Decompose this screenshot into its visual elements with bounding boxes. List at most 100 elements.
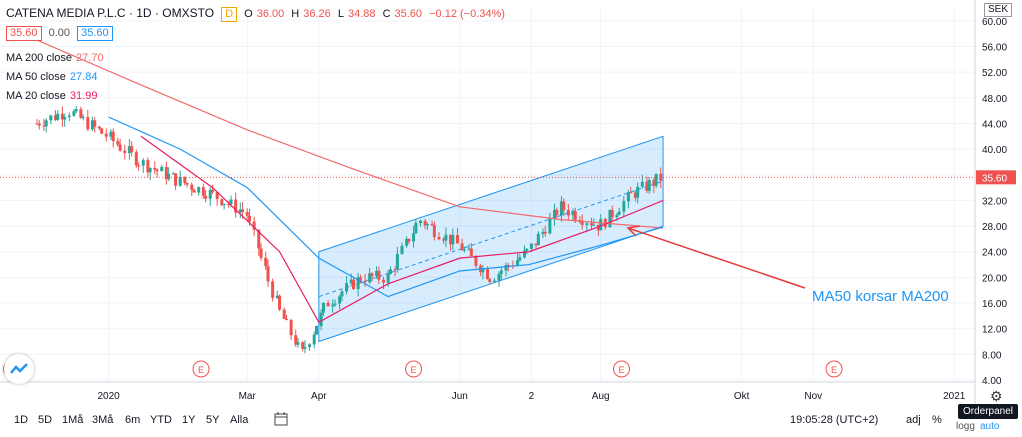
- tradingview-logo[interactable]: [4, 354, 34, 384]
- candle-body: [118, 144, 122, 151]
- candle-body: [211, 189, 215, 192]
- x-tick-label: Okt: [734, 391, 750, 402]
- candle-body: [455, 235, 459, 244]
- candle-body: [257, 229, 261, 249]
- x-tick-label: 2020: [97, 391, 120, 402]
- ohlc-c-value: 35.60: [394, 8, 423, 20]
- x-tick-label: Jun: [452, 391, 468, 402]
- y-tick-label: 60.00: [982, 17, 1007, 28]
- candle-body: [74, 109, 78, 112]
- candle-body: [333, 303, 337, 305]
- log-toggle[interactable]: logg: [956, 421, 975, 432]
- y-tick-label: 32.00: [982, 196, 1007, 207]
- range-1y[interactable]: 1Y: [182, 414, 196, 426]
- candle-body: [294, 335, 298, 345]
- range-1d[interactable]: 1D: [14, 414, 29, 426]
- range-1m[interactable]: 1Må: [62, 414, 84, 426]
- candle-body: [42, 125, 46, 127]
- ma200-label: MA 200 close: [6, 52, 73, 64]
- y-tick-label: 4.00: [982, 376, 1002, 387]
- candle-body: [227, 203, 231, 205]
- candle-body: [647, 180, 651, 191]
- candle-body: [633, 192, 637, 198]
- range-5d[interactable]: 5D: [38, 414, 53, 426]
- ma20-value: 31.99: [69, 90, 98, 102]
- calendar-icon[interactable]: [274, 412, 288, 429]
- candle-body: [104, 133, 108, 137]
- candle-body: [312, 334, 316, 345]
- candle-body: [499, 270, 503, 274]
- currency-label: SEK: [984, 3, 1013, 17]
- adj-toggle[interactable]: adj: [906, 414, 921, 426]
- candle-body: [460, 243, 464, 251]
- candle-body: [164, 166, 168, 180]
- ask-button[interactable]: 35.60: [77, 26, 113, 41]
- auto-toggle[interactable]: auto: [980, 421, 1000, 432]
- candle-body: [326, 302, 330, 307]
- candle-body: [596, 224, 600, 231]
- ma200-legend[interactable]: MA 200 close 27.70: [6, 51, 108, 65]
- x-tick-label: 2021: [943, 391, 966, 402]
- candle-body: [109, 131, 113, 137]
- candle-body: [449, 234, 453, 245]
- annotation-text: MA50 korsar MA200: [812, 288, 949, 305]
- channel-midline: [318, 180, 664, 298]
- candle-body: [248, 215, 252, 222]
- candle-body: [430, 224, 434, 226]
- candle-body: [589, 223, 593, 226]
- candle-body: [345, 283, 349, 292]
- candle-body: [423, 220, 427, 226]
- candle-body: [53, 115, 57, 120]
- ohlc-l-value: 34.88: [347, 8, 376, 20]
- ma50-legend[interactable]: MA 50 close 27.84: [6, 70, 101, 84]
- candle-body: [215, 191, 219, 200]
- candle-body: [559, 201, 563, 216]
- candle-body: [72, 111, 76, 116]
- candle-body: [534, 243, 538, 246]
- range-5y[interactable]: 5Y: [206, 414, 220, 426]
- candle-body: [338, 296, 342, 304]
- candle-body: [518, 257, 522, 261]
- settings-icon[interactable]: ⚙: [990, 388, 1003, 404]
- bid-button[interactable]: 35.60: [6, 26, 42, 41]
- candle-body: [615, 214, 619, 218]
- candle-body: [608, 209, 612, 228]
- candle-body: [44, 120, 48, 127]
- earnings-marker-label: E: [618, 365, 624, 375]
- candle-body: [622, 201, 626, 212]
- ma20-label: MA 20 close: [6, 90, 66, 102]
- range-3m[interactable]: 3Må: [92, 414, 114, 426]
- candle-body: [93, 120, 97, 127]
- candle-body: [393, 269, 397, 271]
- candle-body: [275, 295, 279, 298]
- range-ytd[interactable]: YTD: [150, 414, 172, 426]
- candle-body: [331, 304, 335, 307]
- candle-body: [220, 199, 224, 206]
- candle-body: [529, 243, 533, 249]
- candle-body: [388, 269, 392, 274]
- earnings-marker-label: E: [411, 365, 417, 375]
- y-tick-label: 24.00: [982, 248, 1007, 259]
- clock-readout[interactable]: 19:05:28 (UTC+2): [790, 414, 879, 426]
- candle-body: [506, 265, 510, 267]
- y-tick-label: 56.00: [982, 42, 1007, 53]
- candle-body: [137, 165, 141, 167]
- x-tick-label: Nov: [804, 391, 822, 402]
- percent-toggle[interactable]: %: [932, 414, 942, 426]
- range-all[interactable]: Alla: [230, 414, 249, 426]
- candle-body: [229, 199, 233, 205]
- candle-body: [451, 235, 455, 245]
- candle-body: [469, 248, 473, 257]
- candle-body: [356, 277, 360, 290]
- candle-body: [308, 344, 312, 348]
- candle-body: [319, 312, 323, 326]
- candle-body: [245, 212, 249, 216]
- candle-body: [412, 233, 416, 242]
- ma20-legend[interactable]: MA 20 close 31.99: [6, 89, 101, 103]
- ma200-line: [36, 39, 664, 229]
- range-6m[interactable]: 6m: [125, 414, 141, 426]
- candle-body: [467, 248, 471, 250]
- ma50-label: MA 50 close: [6, 71, 66, 83]
